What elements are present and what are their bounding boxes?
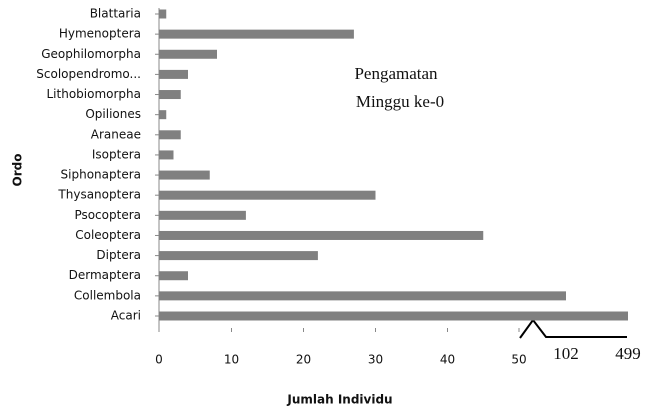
chart-title: Minggu ke-0 [356,92,444,111]
bar [159,311,628,321]
y-tick-label: Hymenoptera [59,27,141,41]
y-tick-label: Diptera [96,248,141,262]
bar [159,110,167,120]
bar [159,49,217,59]
y-tick-label: Opiliones [85,107,141,121]
bar [159,190,376,200]
bar [159,90,181,100]
y-tick-label: Collembola [74,288,141,302]
y-tick-label: Acari [111,309,141,323]
chart-title: Pengamatan [354,64,438,83]
x-tick-label: 102 [553,344,579,363]
y-tick-label: Blattaria [90,7,141,21]
y-tick-label: Coleoptera [75,228,141,242]
x-tick-label: 30 [368,353,383,367]
axis-break [519,318,627,339]
y-axis-label: Ordo [11,154,25,187]
bar [159,150,174,160]
bar [159,230,484,240]
y-tick-label: Dermaptera [69,268,141,282]
y-tick-label: Siphonaptera [61,168,141,182]
bar [159,29,354,39]
y-tick-label: Geophilomorpha [41,47,141,61]
y-tick-label: Thysanoptera [57,188,141,202]
bar [159,130,181,140]
bar [159,271,188,281]
bar [159,170,210,180]
x-tick-label: 499 [615,344,641,363]
y-tick-label: Scolopendromo... [36,67,141,81]
bar [159,291,566,301]
x-axis-label: Jumlah Individu [286,393,392,407]
x-tick-label: 20 [296,353,311,367]
x-tick-label: 50 [511,353,526,367]
y-tick-label: Lithobiomorpha [46,87,141,101]
bar [159,69,188,79]
y-tick-label: Isoptera [92,147,141,161]
y-tick-label: Psocoptera [74,208,141,222]
bar [159,9,167,19]
x-tick-label: 10 [224,353,239,367]
y-tick-label: Araneae [91,127,141,141]
bar [159,210,246,220]
x-tick-label: 40 [440,353,455,367]
x-tick-label: 0 [155,353,163,367]
bar [159,251,318,261]
